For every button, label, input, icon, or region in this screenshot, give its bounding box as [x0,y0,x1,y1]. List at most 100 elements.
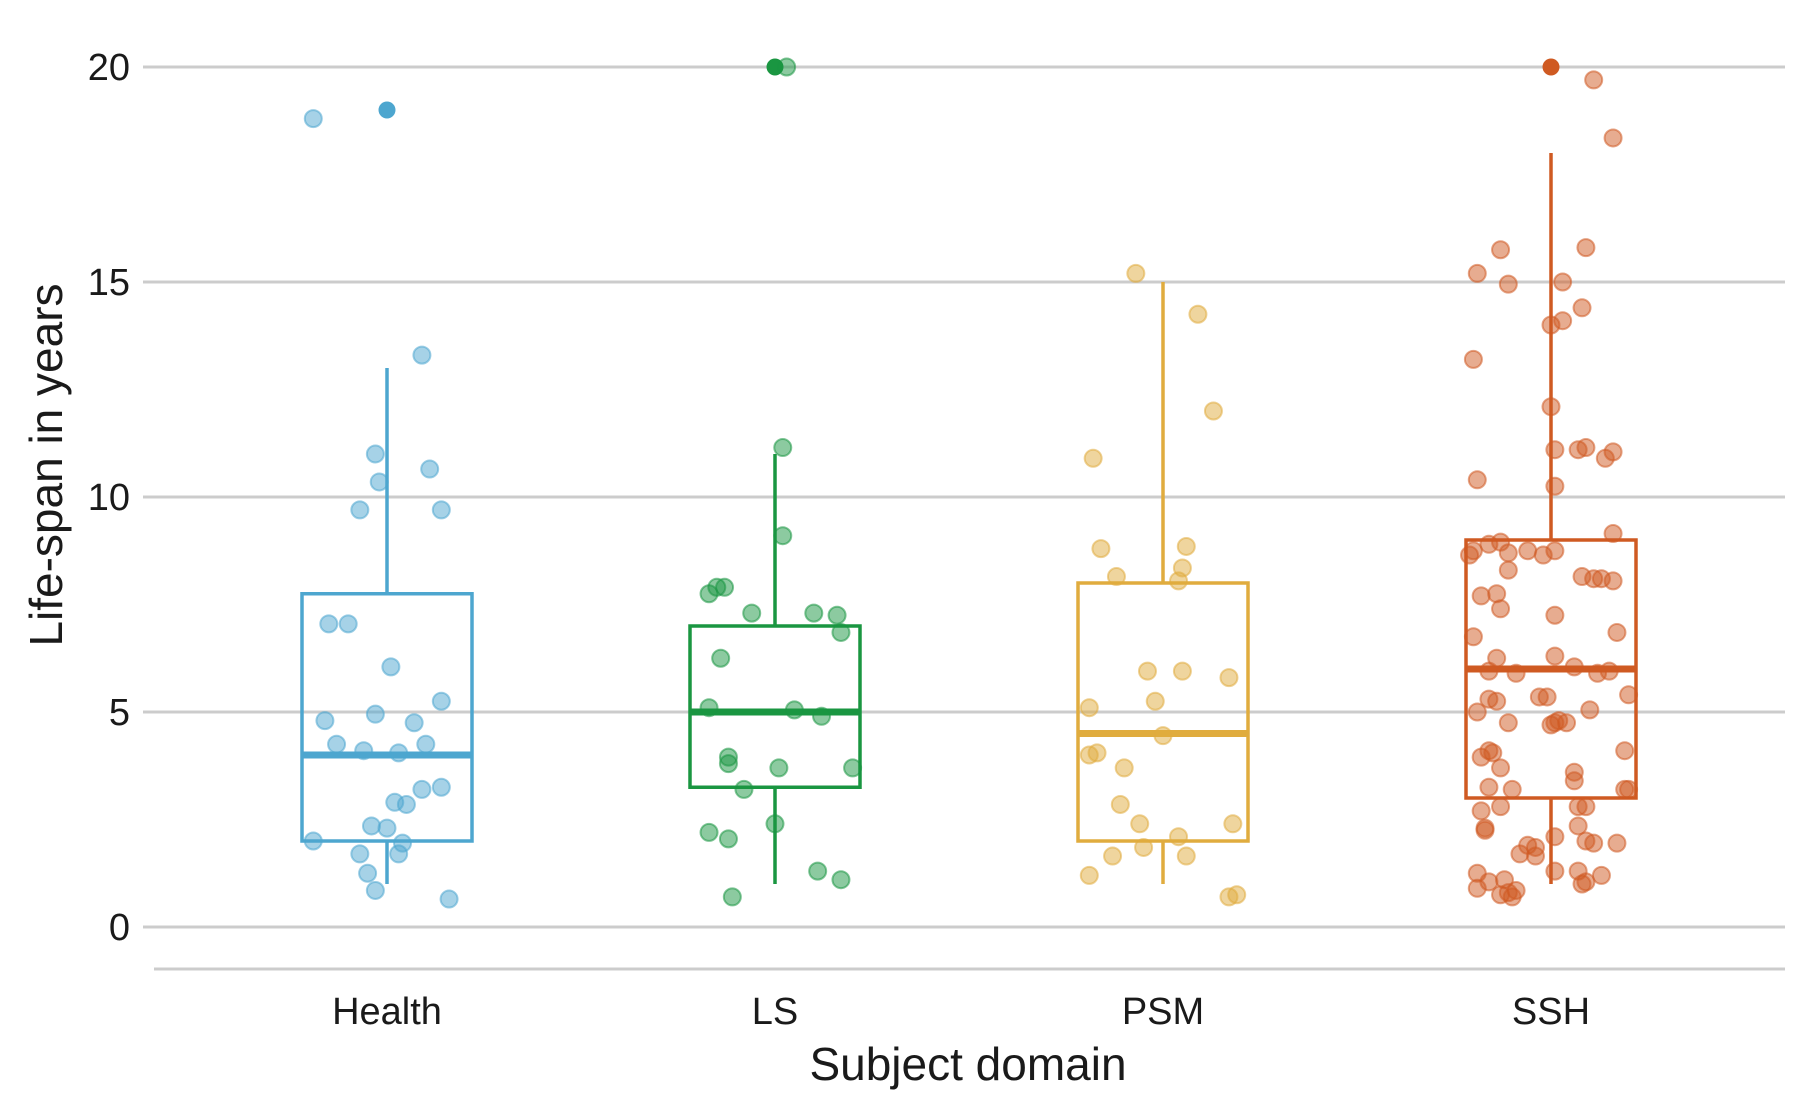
jitter-point [1576,438,1596,458]
jitter-point [377,818,397,838]
jitter-point [812,706,832,726]
outlier-point [1542,58,1560,76]
jitter-point [354,741,374,761]
jitter-point [350,500,370,520]
jitter-point [1223,814,1243,834]
jitter-point [1603,128,1623,148]
iqr-box [1076,581,1250,843]
jitter-point [773,438,793,458]
jitter-point [319,614,339,634]
jitter-point [1553,272,1573,292]
jitter-point [804,603,824,623]
y-tick-labels: 0 5 10 15 20 [88,47,130,949]
box-group-psm [1076,263,1250,907]
jitter-point [1460,545,1480,565]
jitter-point [1564,657,1584,677]
jitter-point [1491,885,1511,905]
jitter-point [1153,726,1173,746]
jitter-point [808,861,828,881]
jitter-point [1491,599,1511,619]
jitter-point [1479,741,1499,761]
jitter-point [827,605,847,625]
jitter-point [1502,779,1522,799]
jitter-point [1106,567,1126,587]
jitter-point [1079,698,1099,718]
jitter-point [1467,263,1487,283]
jitter-point [1487,691,1507,711]
jitter-point [416,734,436,754]
jitter-point [734,779,754,799]
outlier-point [378,101,396,119]
jitter-point [1498,543,1518,563]
x-axis-title: Subject domain [809,1038,1126,1090]
jitter-point [1537,687,1557,707]
y-tick-label: 15 [88,262,130,304]
jitter-point [1545,827,1565,847]
jitter-point [1471,586,1491,606]
jitter-point [1463,349,1483,369]
jitter-point [1188,304,1208,324]
jitter-point [1498,713,1518,733]
jitter-point [1599,661,1619,681]
jitter-point [420,459,440,479]
jitter-point [327,734,347,754]
jitter-point [718,754,738,774]
jitter-point [1607,833,1627,853]
jitter-point [1576,238,1596,258]
jitter-point [1491,797,1511,817]
y-tick-label: 10 [88,477,130,519]
jitter-point [1545,440,1565,460]
jitter-point [1467,702,1487,722]
plot-area [300,57,1639,909]
jitter-point [1491,240,1511,260]
jitter-point [365,880,385,900]
jitter-point [350,844,370,864]
jitter-point [1584,833,1604,853]
jitter-point [769,758,789,778]
jitter-point [431,500,451,520]
x-tick-label: LS [752,991,798,1033]
jitter-point [404,713,424,733]
jitter-point [843,758,863,778]
jitter-point [699,822,719,842]
jitter-point [1584,70,1604,90]
jitter-point [1568,816,1588,836]
jitter-point [303,831,323,851]
jitter-point [1134,837,1154,857]
jitter-point [381,657,401,677]
jitter-point [369,472,389,492]
jitter-point [1126,263,1146,283]
box-group-ls [688,57,863,907]
jitter-point [315,711,335,731]
jitter-point [358,863,378,883]
jitter-point [1545,605,1565,625]
jitter-point [1079,865,1099,885]
jitter-point [777,57,797,77]
jitter-point [1227,885,1247,905]
jitter-point [1525,846,1545,866]
jitter-point [338,614,358,634]
jitter-point [1576,872,1596,892]
jitter-point [1564,771,1584,791]
jitter-point [1607,622,1627,642]
jitter-point [1545,476,1565,496]
y-axis-title: Life-span in years [20,283,72,646]
jitter-point [1603,524,1623,544]
jitter-point [831,870,851,890]
y-tick-label: 20 [88,47,130,89]
iqr-box [688,624,862,789]
jitter-point [1580,700,1600,720]
jitter-point [1110,794,1130,814]
jitter-point [389,743,409,763]
jitter-point [365,444,385,464]
jitter-point [1491,758,1511,778]
jitter-point [1541,397,1561,417]
jitter-point [715,577,735,597]
jitter-point [722,887,742,907]
jitter-point [784,700,804,720]
jitter-point [1615,741,1635,761]
jitter-point [1576,797,1596,817]
jitter-point [1172,661,1192,681]
jitter-point [1130,814,1150,834]
